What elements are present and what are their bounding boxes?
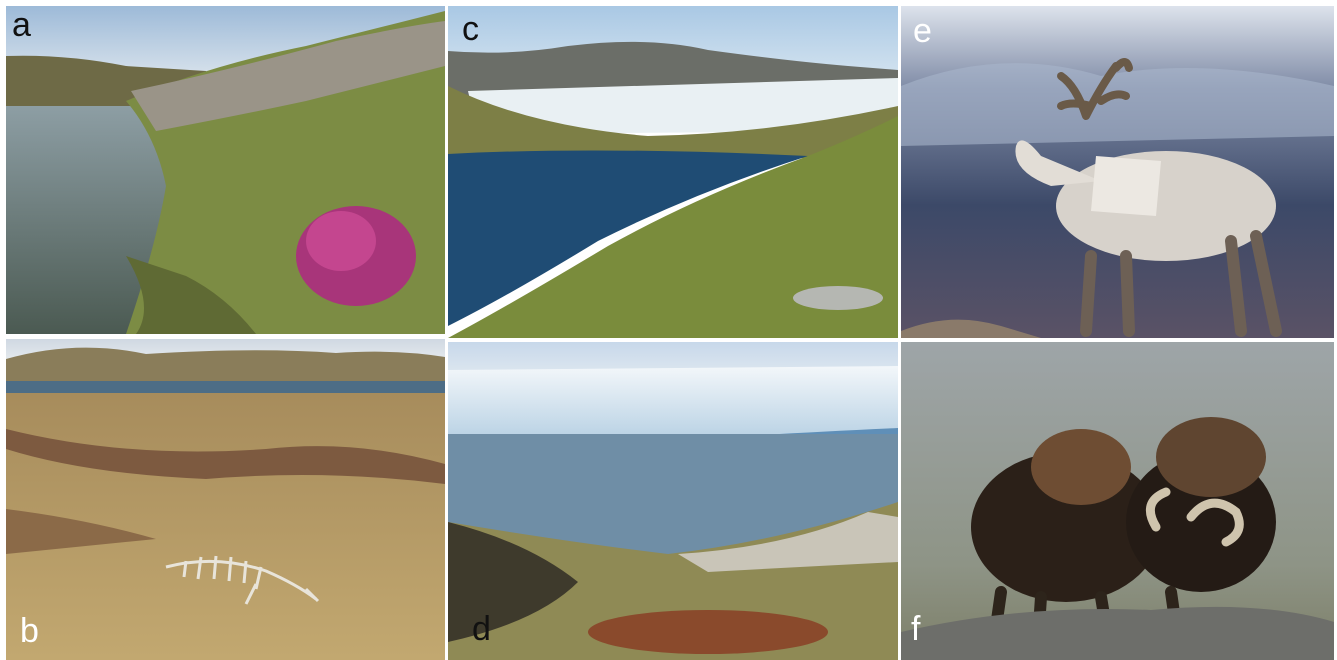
panel-label-e: e [913,12,932,50]
panel-label-d: d [472,610,491,648]
panel-label-a: a [12,6,31,44]
photo-e-reindeer [901,6,1334,338]
photo-a-tundra-lake [6,6,445,334]
photo-panel-b: b [6,339,445,660]
skeleton-shape [165,555,320,605]
reindeer-shape [1015,58,1282,337]
panel-label-b: b [20,612,39,650]
muskoxen-shape [971,417,1276,633]
photo-panel-a: a [6,6,445,334]
panel-label-c: c [462,10,479,48]
photo-b-skeleton-tundra [6,339,445,660]
photo-d-glacier-front [448,342,898,660]
panel-label-f: f [911,610,921,648]
photo-c-lake-icesheet [448,6,898,338]
photo-f-muskoxen [901,342,1334,660]
photo-panel-f: f [901,342,1334,660]
photo-panel-e: e [901,6,1334,338]
photo-panel-c: c [448,6,898,338]
photo-panel-d: d [448,342,898,660]
